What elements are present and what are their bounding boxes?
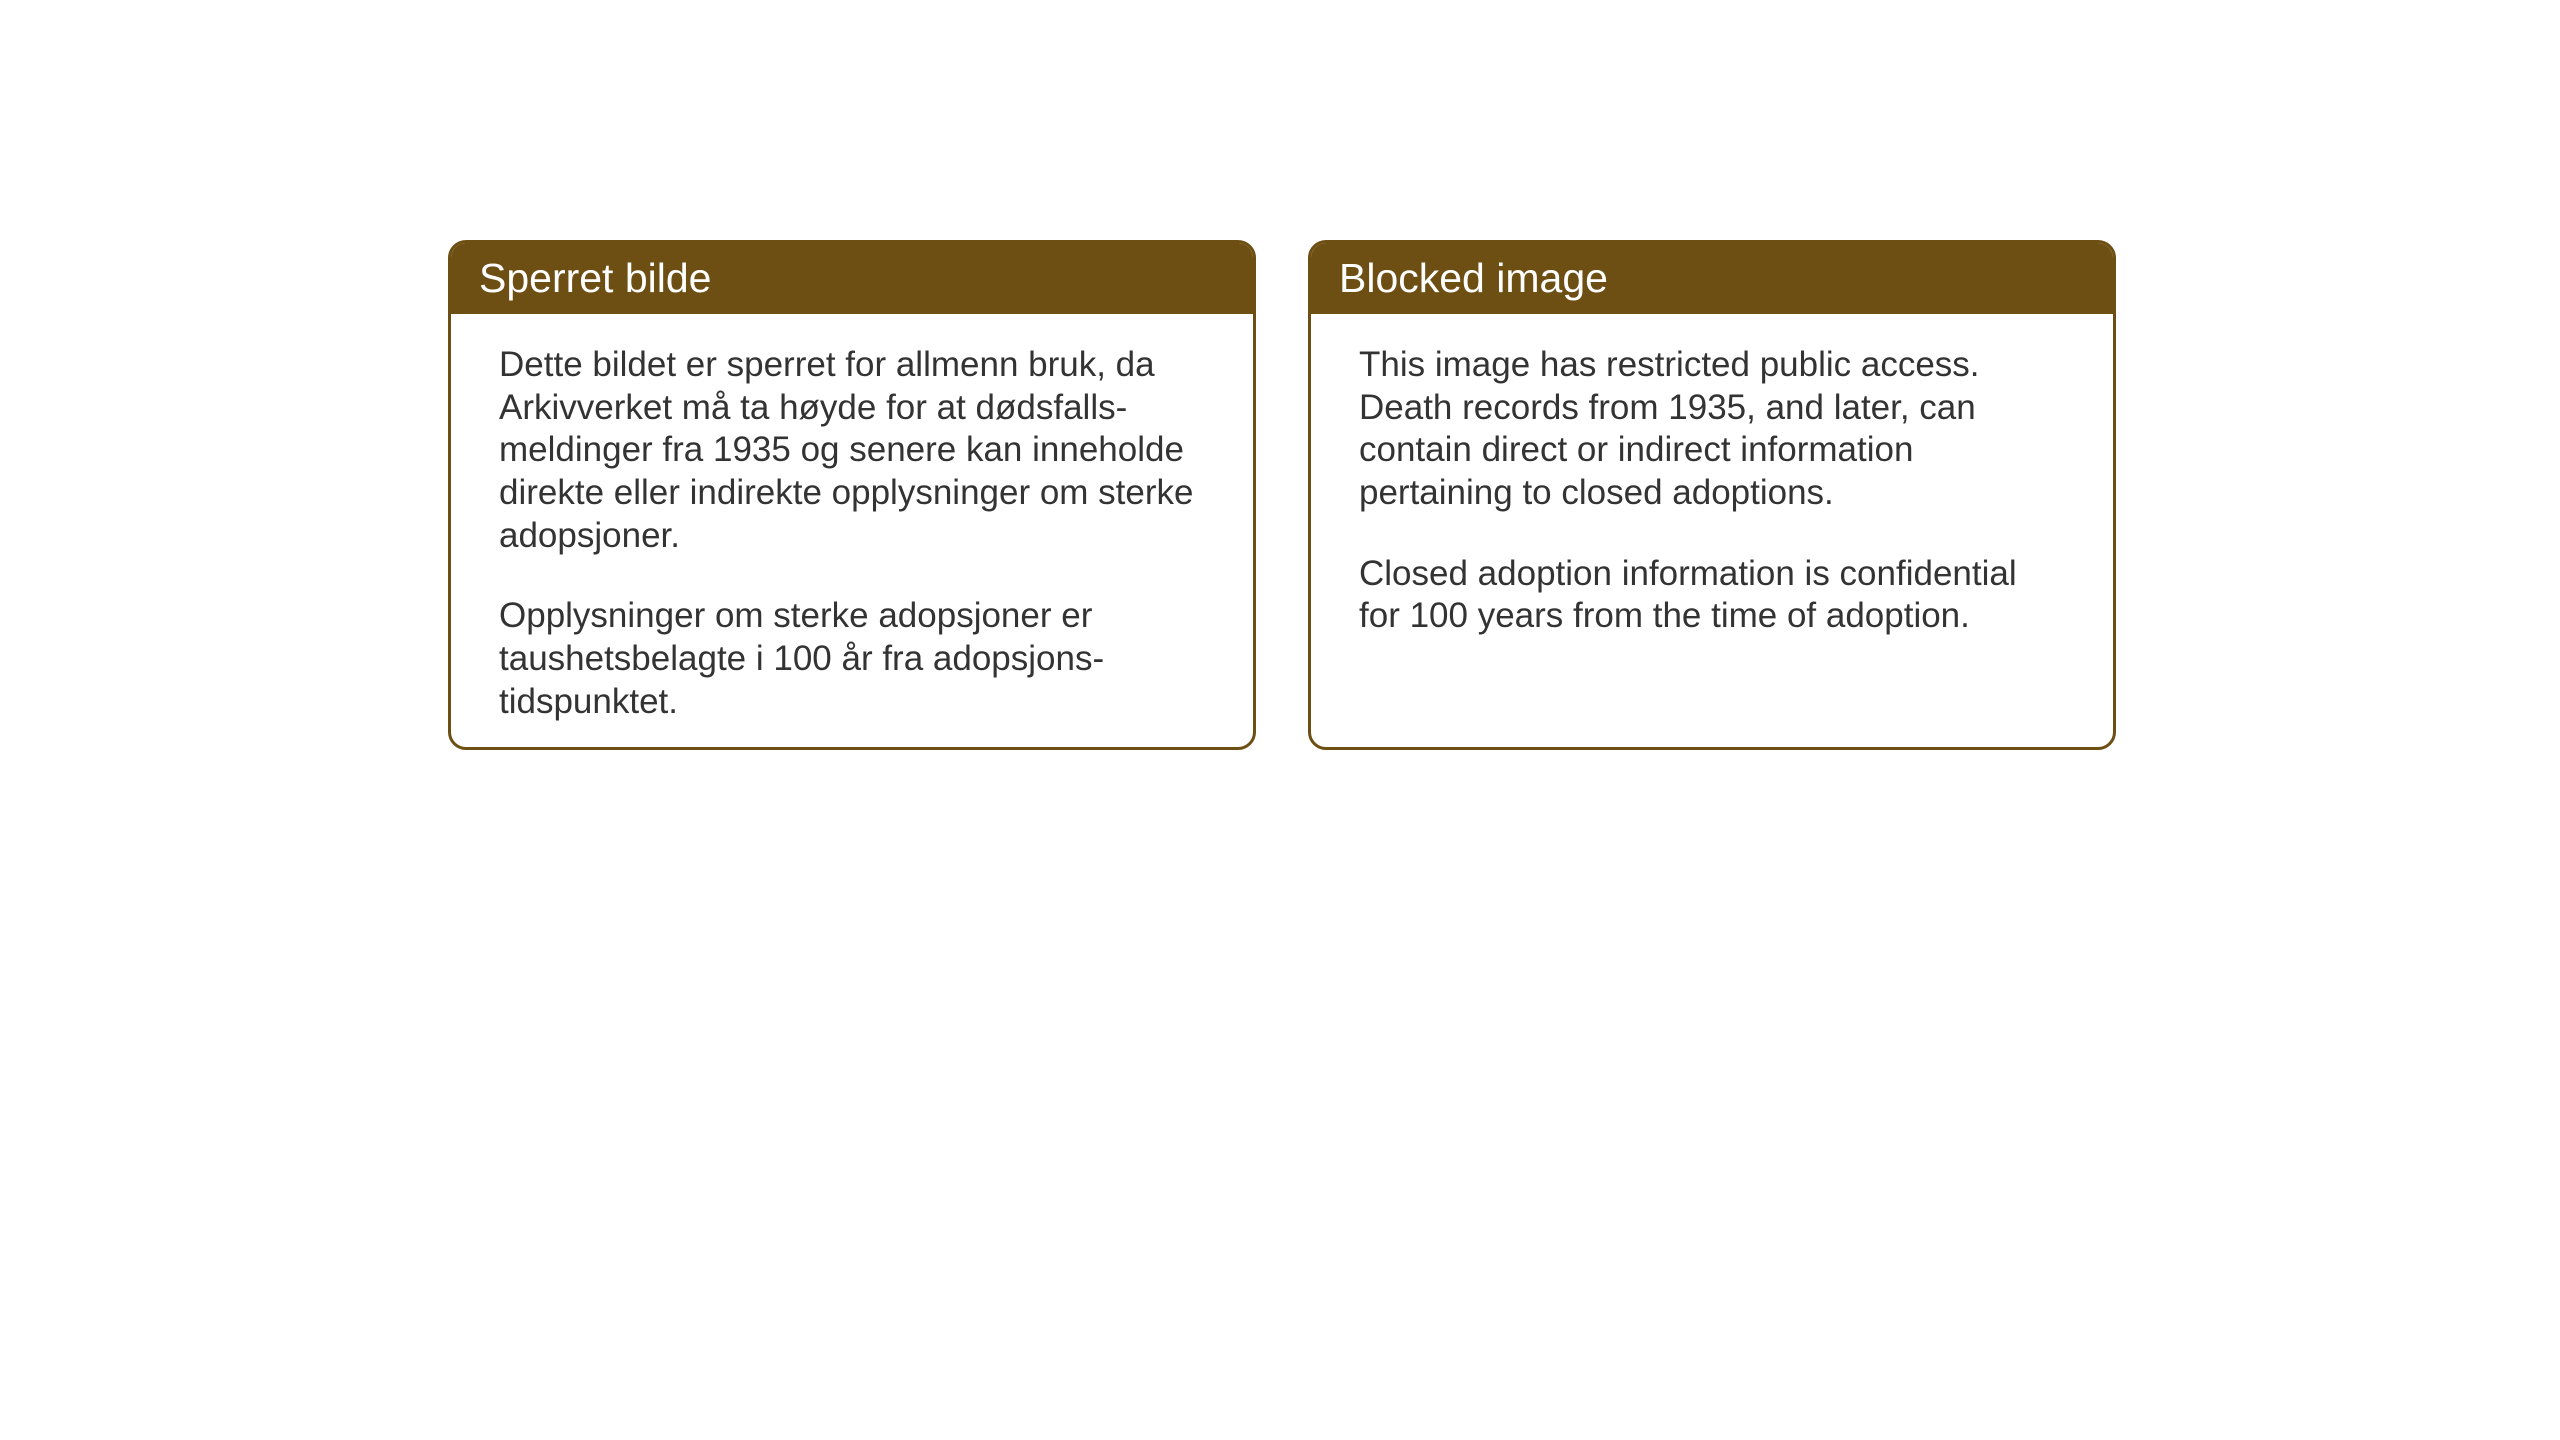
paragraph-norwegian-2: Opplysninger om sterke adopsjoner er tau… [499,595,1205,723]
paragraph-english-1: This image has restricted public access.… [1359,344,2065,515]
card-title-english: Blocked image [1311,243,2113,314]
notice-cards-container: Sperret bilde Dette bildet er sperret fo… [448,240,2116,750]
notice-card-norwegian: Sperret bilde Dette bildet er sperret fo… [448,240,1256,750]
card-body-norwegian: Dette bildet er sperret for allmenn bruk… [451,314,1253,750]
paragraph-norwegian-1: Dette bildet er sperret for allmenn bruk… [499,344,1205,557]
card-title-norwegian: Sperret bilde [451,243,1253,314]
paragraph-english-2: Closed adoption information is confident… [1359,553,2065,638]
notice-card-english: Blocked image This image has restricted … [1308,240,2116,750]
card-body-english: This image has restricted public access.… [1311,314,2113,678]
